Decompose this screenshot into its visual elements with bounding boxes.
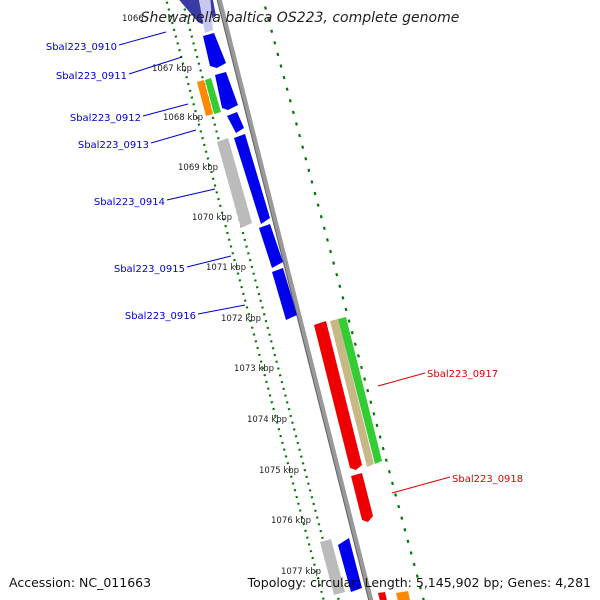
leader-line: [118, 31, 167, 46]
gene-label[interactable]: Sbal223_0917: [427, 369, 498, 380]
gene-feature-green-small[interactable]: [205, 78, 221, 114]
gene-label[interactable]: Sbal223_0916: [125, 311, 196, 322]
tick-label: 1073 kbp: [234, 364, 274, 374]
dotted-guide-line: [165, 0, 325, 600]
leader-line: [128, 56, 183, 75]
gene-feature-0918[interactable]: [351, 473, 373, 522]
tick-label: 1066: [122, 14, 144, 24]
tick-label: 1067 kbp: [152, 64, 192, 74]
gene-label[interactable]: Sbal223_0912: [70, 113, 141, 124]
tick-label: 1076 kbp: [271, 516, 311, 526]
gene-feature-gray-bottom[interactable]: [320, 539, 345, 595]
gene-feature-0913[interactable]: [227, 112, 244, 133]
gene-feature-0915[interactable]: [259, 224, 283, 268]
gene-feature-orange[interactable]: [197, 80, 213, 116]
tick-label: 1072 kbp: [221, 314, 261, 324]
tick-label: 1074 kbp: [247, 415, 287, 425]
gene-label[interactable]: Sbal223_0913: [78, 140, 149, 151]
leader-line: [150, 129, 197, 144]
tick-label: 1070 kbp: [192, 213, 232, 223]
tick-label: 1071 kbp: [206, 263, 246, 273]
label-leader-lines: [118, 31, 451, 494]
gene-labels: Sbal223_0910 Sbal223_0911 Sbal223_0912 Sbal…: [46, 42, 523, 485]
coordinate-ticks: 1066 1067 kbp 1068 kbp 1069 kbp 1070 kbp 1071…: [122, 14, 321, 577]
gene-label[interactable]: Sbal223_0915: [114, 264, 185, 275]
tick-label: 1068 kbp: [163, 113, 203, 123]
genome-summary: Topology: circular; Length: 5,145,902 bp…: [247, 575, 591, 590]
backbone-line: [216, 0, 374, 600]
gene-feature-green[interactable]: [338, 317, 382, 464]
gene-label[interactable]: Sbal223_0914: [94, 197, 165, 208]
leader-line: [377, 372, 426, 387]
gene-feature-0917[interactable]: [314, 321, 362, 470]
gene-feature-0911[interactable]: [203, 33, 226, 68]
gene-feature-bottom-orange[interactable]: [396, 591, 411, 600]
leader-line: [197, 304, 246, 315]
leader-line: [166, 188, 216, 201]
gene-feature-0914[interactable]: [234, 134, 270, 224]
tick-label: 1069 kbp: [178, 163, 218, 173]
accession-text: Accession: NC_011663: [9, 575, 152, 590]
tick-label: 1075 kbp: [259, 466, 299, 476]
gene-feature-0916[interactable]: [272, 268, 297, 320]
leader-line: [186, 255, 232, 268]
gene-feature-0912a[interactable]: [215, 72, 238, 110]
gene-feature-bottom-blue[interactable]: [338, 538, 362, 592]
gene-label[interactable]: Sbal223_0911: [56, 71, 127, 82]
map-title: Shewanella baltica OS223, complete genom…: [140, 10, 460, 26]
gene-feature-bottom-red[interactable]: [378, 592, 388, 600]
leader-line: [391, 476, 451, 494]
leader-line: [142, 103, 189, 117]
gene-label[interactable]: Sbal223_0918: [452, 474, 523, 485]
backbone-edge: [216, 0, 370, 600]
gene-features: [179, 0, 411, 600]
gene-label[interactable]: Sbal223_0910: [46, 42, 117, 53]
tick-label: 1077 kbp: [281, 567, 321, 577]
gene-feature-tan[interactable]: [330, 319, 374, 467]
gene-feature-gray-top[interactable]: [198, 0, 213, 33]
gene-feature-gray[interactable]: [217, 138, 252, 228]
